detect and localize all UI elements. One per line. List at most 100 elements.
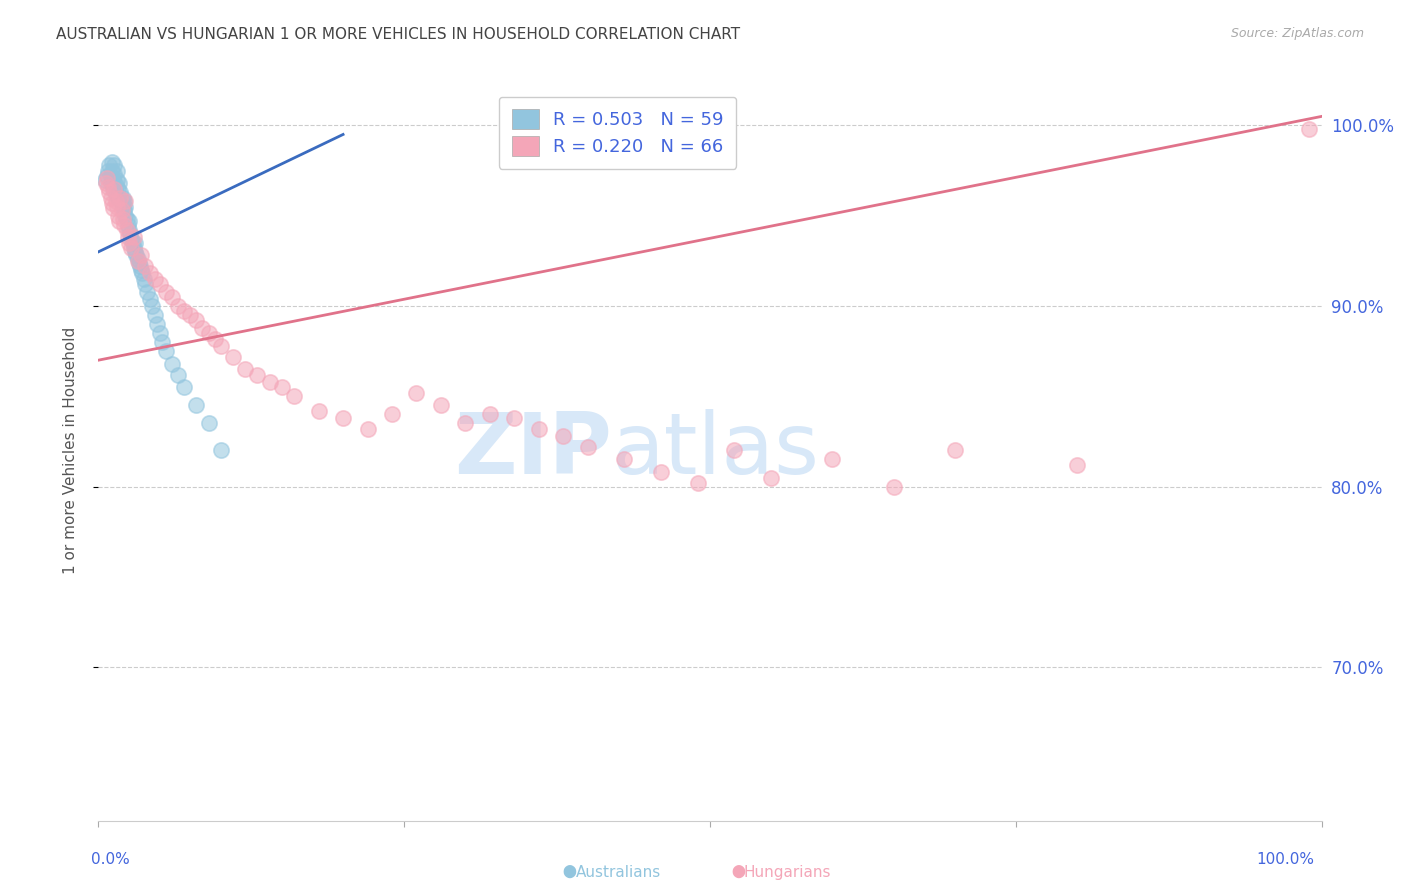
Point: [173, 304, 195, 318]
Point: [97, 179, 120, 194]
Point: [943, 443, 966, 458]
Point: [155, 344, 177, 359]
Y-axis label: 1 or more Vehicles in Household: 1 or more Vehicles in Household: [63, 326, 77, 574]
Point: [430, 398, 453, 412]
Point: [120, 227, 142, 241]
Point: [121, 235, 143, 250]
Point: [101, 154, 124, 169]
Point: [283, 389, 305, 403]
Point: [103, 158, 125, 172]
Point: [1298, 122, 1320, 136]
Text: ⬤: ⬤: [731, 864, 745, 878]
Point: [104, 194, 127, 209]
Point: [613, 452, 636, 467]
Point: [101, 181, 124, 195]
Point: [96, 170, 118, 185]
Point: [143, 272, 166, 286]
Point: [127, 253, 149, 268]
Point: [246, 368, 269, 382]
Point: [356, 422, 378, 436]
Point: [186, 398, 208, 412]
Point: [114, 200, 136, 214]
Point: [167, 299, 190, 313]
Point: [131, 267, 153, 281]
Point: [101, 172, 124, 186]
Point: [111, 194, 134, 209]
Point: [132, 272, 155, 286]
Point: [110, 191, 132, 205]
Point: [129, 248, 152, 262]
Point: [107, 181, 129, 195]
Point: [118, 214, 141, 228]
Point: [503, 411, 526, 425]
Point: [98, 158, 121, 172]
Legend: R = 0.503   N = 59, R = 0.220   N = 66: R = 0.503 N = 59, R = 0.220 N = 66: [499, 96, 737, 169]
Point: [115, 223, 138, 237]
Point: [101, 202, 124, 216]
Point: [96, 169, 118, 183]
Point: [105, 172, 128, 186]
Point: [104, 178, 127, 192]
Point: [118, 235, 141, 250]
Point: [650, 465, 672, 479]
Point: [155, 285, 177, 299]
Point: [332, 411, 354, 425]
Point: [209, 339, 232, 353]
Point: [105, 163, 128, 178]
Text: atlas: atlas: [612, 409, 820, 492]
Point: [160, 290, 183, 304]
Point: [108, 214, 131, 228]
Point: [101, 196, 124, 211]
Point: [134, 260, 156, 274]
Point: [222, 350, 245, 364]
Point: [111, 203, 134, 218]
Point: [686, 475, 709, 490]
Text: ⬤: ⬤: [562, 864, 576, 878]
Point: [100, 176, 122, 190]
Point: [136, 285, 159, 299]
Point: [478, 408, 501, 422]
Point: [115, 212, 138, 227]
Point: [108, 176, 131, 190]
Point: [143, 308, 166, 322]
Point: [128, 255, 150, 269]
Point: [100, 169, 122, 183]
Point: [204, 331, 226, 345]
Point: [197, 326, 219, 340]
Point: [761, 470, 783, 484]
Point: [270, 380, 294, 394]
Point: [98, 186, 121, 200]
Point: [553, 429, 575, 443]
Point: [139, 267, 162, 281]
Point: [103, 167, 125, 181]
Point: [105, 200, 128, 214]
Text: AUSTRALIAN VS HUNGARIAN 1 OR MORE VEHICLES IN HOUSEHOLD CORRELATION CHART: AUSTRALIAN VS HUNGARIAN 1 OR MORE VEHICL…: [56, 27, 741, 42]
Point: [149, 326, 172, 340]
Point: [114, 194, 136, 209]
Point: [103, 181, 125, 195]
Point: [576, 440, 599, 454]
Point: [173, 380, 195, 394]
Point: [883, 479, 905, 493]
Point: [120, 241, 142, 255]
Point: [134, 277, 156, 292]
Point: [197, 417, 219, 431]
Point: [107, 191, 129, 205]
Point: [191, 320, 214, 334]
Point: [112, 218, 135, 232]
Point: [124, 235, 146, 250]
Point: [117, 230, 139, 244]
Point: [160, 357, 183, 371]
Point: [101, 163, 124, 178]
Point: [149, 277, 172, 292]
Point: [112, 194, 135, 209]
Point: [233, 362, 256, 376]
Point: [167, 368, 190, 382]
Point: [111, 191, 134, 205]
Point: [100, 191, 122, 205]
Point: [179, 308, 201, 322]
Text: 100.0%: 100.0%: [1257, 852, 1315, 867]
Point: [112, 203, 135, 218]
Point: [146, 317, 169, 331]
Point: [122, 230, 145, 244]
